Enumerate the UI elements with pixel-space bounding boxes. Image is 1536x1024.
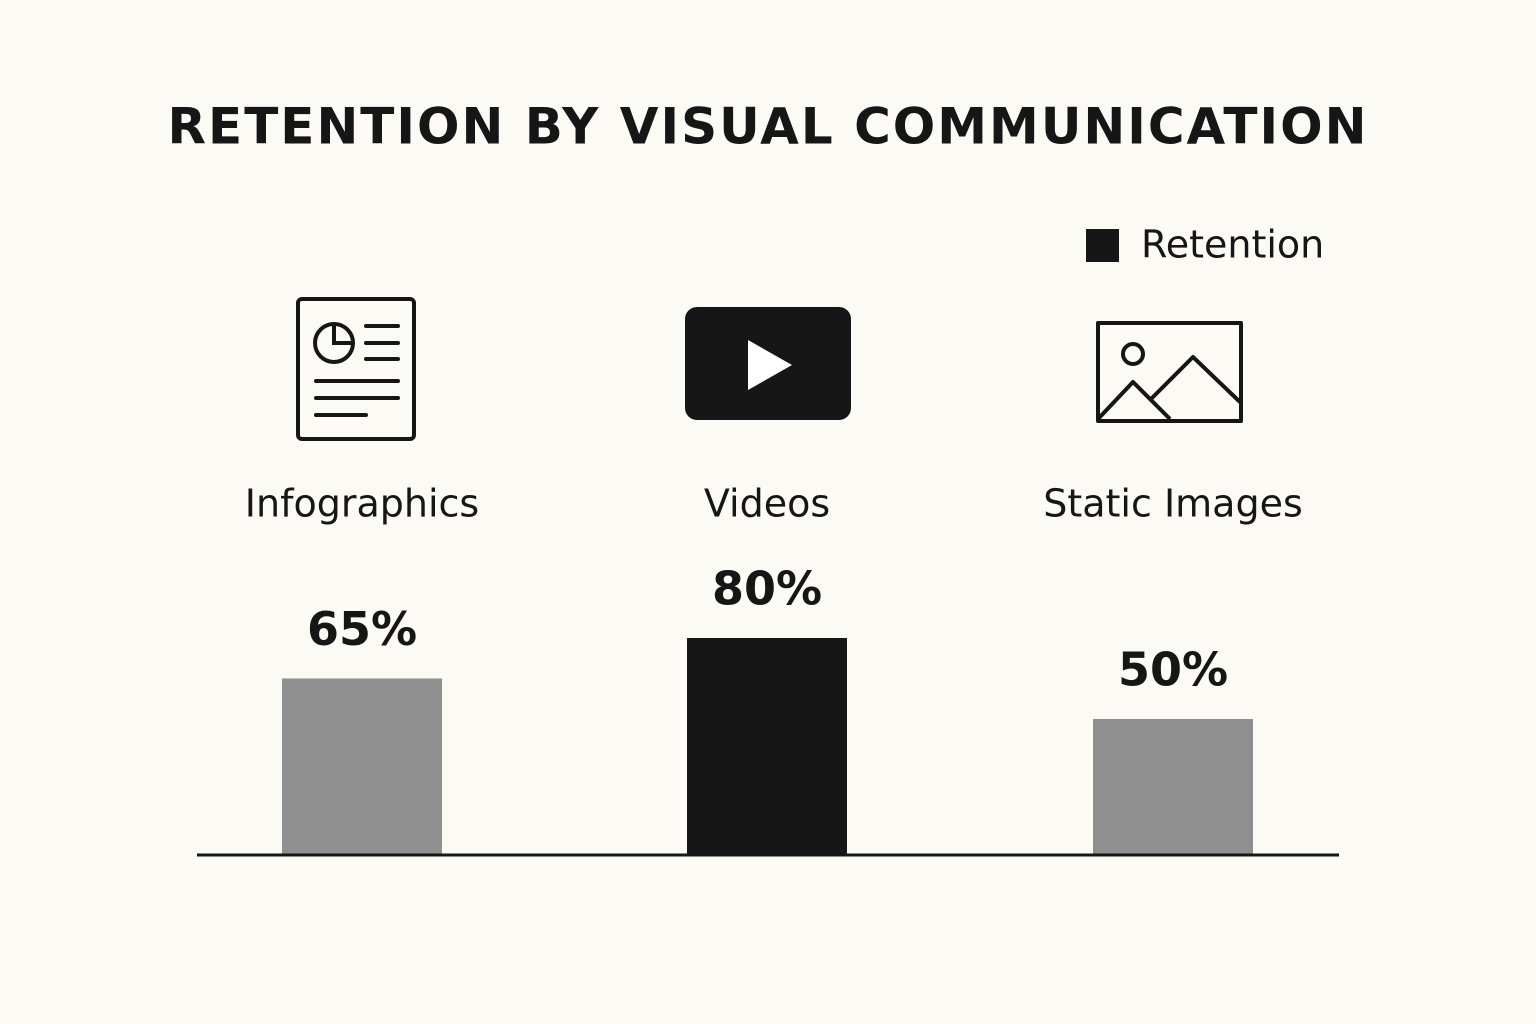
legend-swatch <box>1086 229 1119 262</box>
bar <box>282 678 442 854</box>
category-label: Videos <box>704 482 830 526</box>
legend-label: Retention <box>1141 223 1324 267</box>
bar <box>687 638 847 854</box>
value-label: 50% <box>1118 643 1228 697</box>
bar <box>1093 719 1253 854</box>
category-label: Static Images <box>1043 482 1303 526</box>
chart-title: RETENTION BY VISUAL COMMUNICATION <box>168 98 1369 156</box>
image-icon <box>1096 321 1243 423</box>
video-icon <box>685 307 851 420</box>
value-label: 80% <box>712 562 822 616</box>
value-label: 65% <box>307 602 417 656</box>
category-label: Infographics <box>245 482 479 526</box>
infographic-icon <box>296 297 416 441</box>
